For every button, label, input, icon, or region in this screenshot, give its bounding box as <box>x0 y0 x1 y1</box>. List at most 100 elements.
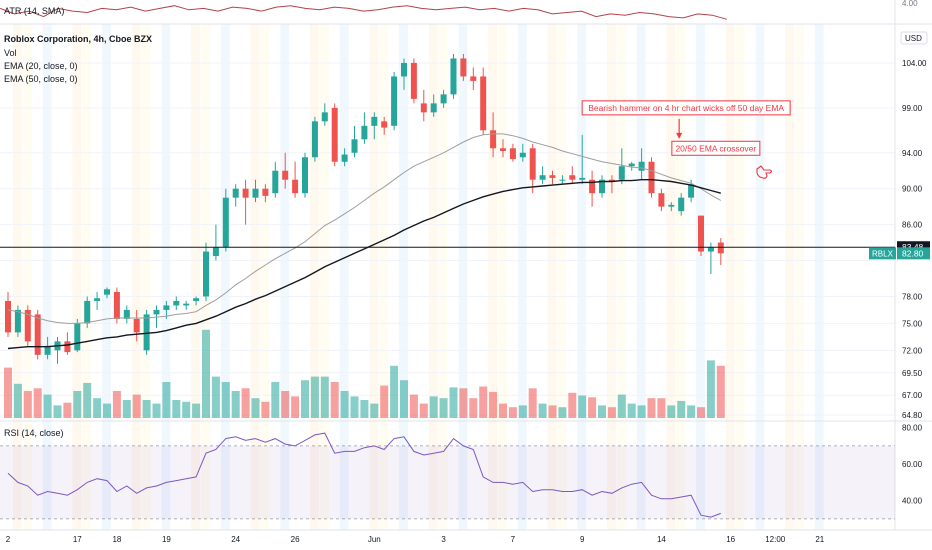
candle-body <box>272 170 279 194</box>
symbol-title[interactable]: Roblox Corporation, 4h, Cboe BZX <box>4 34 152 44</box>
volume-bar <box>202 329 210 418</box>
volume-bar <box>400 380 408 418</box>
currency-selector[interactable]: USD <box>900 31 928 45</box>
volume-bar <box>360 400 369 418</box>
candle-body <box>549 175 556 178</box>
price-tick-label: 75.00 <box>902 319 923 328</box>
ema20-legend[interactable]: EMA (20, close, 0) <box>4 61 78 71</box>
rsi-tick-label: 40.00 <box>902 497 923 506</box>
annotation-arrow-head <box>676 132 683 139</box>
candle-body <box>282 170 289 180</box>
candle-body <box>668 204 675 207</box>
volume-bar <box>409 394 418 418</box>
vol-legend[interactable]: Vol <box>4 48 17 58</box>
ema50-legend[interactable]: EMA (50, close, 0) <box>4 74 78 84</box>
volume-bar <box>429 396 438 418</box>
volume-bar <box>172 400 181 418</box>
rsi-label[interactable]: RSI (14, close) <box>4 428 64 438</box>
annotations[interactable]: Bearish hammer on 4 hr chart wicks off 5… <box>581 100 791 179</box>
session-band <box>577 24 587 530</box>
volume-bar <box>528 388 537 418</box>
volume-bar <box>211 376 220 418</box>
price-axis[interactable]: 104.00 99.00 94.00 90.00 86.00 78.00 75.00 72.0… <box>902 59 927 420</box>
candle-body <box>717 242 724 254</box>
time-axis[interactable]: 2 17 18 19 24 26 Jun 3 7 9 14 16 12:00 21 <box>6 535 825 544</box>
volume-bar <box>271 382 280 418</box>
candle-body <box>539 175 546 180</box>
candle-body <box>618 166 625 180</box>
candle-body <box>529 148 536 180</box>
candle-body <box>143 314 150 351</box>
session-band <box>72 24 82 530</box>
volume-bar <box>162 382 171 418</box>
candle-body <box>579 177 586 180</box>
annotation-bearish-hammer-text: Bearish hammer on 4 hr chart wicks off 5… <box>588 103 784 113</box>
candle-body <box>569 175 576 180</box>
price-tick-label: 104.00 <box>902 59 927 68</box>
session-band <box>547 24 557 530</box>
volume-bar <box>13 383 22 418</box>
annotation-bearish-hammer-box[interactable] <box>581 100 791 116</box>
ema50-line[interactable] <box>7 179 721 350</box>
rblx-price-badge <box>897 247 930 260</box>
ema20-line[interactable] <box>7 133 722 324</box>
atr-pane[interactable] <box>0 5 727 20</box>
candle-body <box>252 188 259 198</box>
rsi-line[interactable] <box>7 432 721 518</box>
session-band <box>498 24 507 530</box>
volume-bar <box>330 382 339 418</box>
session-band <box>102 24 111 530</box>
atr-label[interactable]: ATR (14, SMA) <box>4 6 64 16</box>
rblx-symbol-badge <box>869 247 896 260</box>
candle-body <box>292 179 299 194</box>
volume-bar <box>4 367 12 418</box>
candle-body <box>391 76 398 126</box>
volume-bar <box>469 398 478 418</box>
session-band <box>517 24 527 530</box>
volume-bar <box>489 391 498 418</box>
atr-tick: 4.00 <box>902 0 918 8</box>
volume-bar <box>459 388 468 418</box>
candle-body <box>104 289 110 295</box>
volume-bar <box>687 405 696 418</box>
session-band <box>458 24 468 530</box>
volume-bar <box>182 401 191 418</box>
volume-bar <box>231 391 240 418</box>
candle-body <box>371 116 378 126</box>
volume-bar <box>340 391 349 418</box>
session-band <box>369 24 379 530</box>
pointing-hand-icon[interactable] <box>756 165 773 179</box>
price-tick-label: 99.00 <box>902 104 923 113</box>
candle-body <box>599 179 605 194</box>
volume-bar <box>706 360 715 418</box>
session-band <box>260 24 270 530</box>
price-tick-label: 72.00 <box>902 346 923 355</box>
volume-bar <box>241 388 250 418</box>
volume-bar <box>548 405 557 418</box>
candle-body <box>509 148 516 160</box>
volume-bar <box>221 382 230 418</box>
candle-body <box>311 121 318 158</box>
volume-bar <box>617 394 626 418</box>
candle-body <box>133 318 140 333</box>
candle-body <box>242 188 249 198</box>
volume-bar <box>508 407 517 418</box>
candle-body <box>203 251 209 297</box>
candle-body <box>5 300 11 333</box>
volume-bar <box>301 380 309 418</box>
session-band <box>814 24 824 530</box>
volume-bar <box>291 396 300 418</box>
currency-label[interactable]: USD <box>905 34 922 43</box>
session-band <box>616 24 626 530</box>
volume-bar <box>132 394 141 418</box>
volume-bar <box>83 382 92 418</box>
time-tick-label: 12:00 <box>765 535 786 544</box>
volume-bar <box>192 403 201 418</box>
annotation-crossover-box[interactable] <box>671 140 761 156</box>
rsi-axis[interactable]: 80.00 60.00 40.00 <box>902 424 923 506</box>
volume-bar <box>390 365 399 418</box>
volume-bar <box>588 397 597 418</box>
candle-body <box>401 62 407 77</box>
candles[interactable] <box>5 53 724 364</box>
